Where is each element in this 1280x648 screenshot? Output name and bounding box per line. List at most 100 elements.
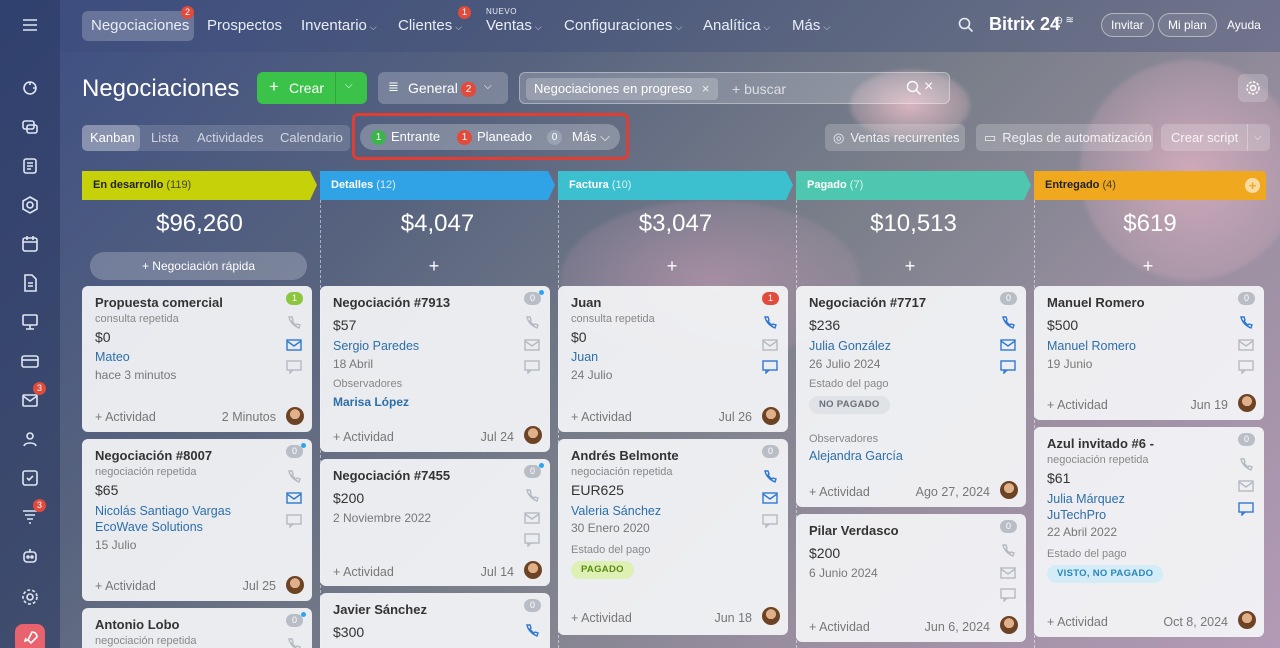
chat-icon[interactable] <box>762 360 778 375</box>
nav-ventas[interactable]: Ventas ⌵ <box>486 17 542 34</box>
deal-card[interactable]: Juan 1 consulta repetida $0 Juan 24 Juli… <box>558 286 788 432</box>
gear-icon[interactable] <box>18 585 42 609</box>
deal-card[interactable]: Javier Sánchez 0 $300 <box>320 593 550 648</box>
add-column-icon[interactable]: + <box>1245 178 1260 193</box>
add-activity-link[interactable]: + Actividad <box>333 430 394 444</box>
deal-title[interactable]: Juan <box>571 295 602 310</box>
add-deal-button[interactable]: + <box>904 256 916 276</box>
deal-title[interactable]: Azul invitado #6 - <box>1047 436 1154 451</box>
phone-icon[interactable] <box>1238 458 1254 472</box>
add-deal-button[interactable]: + <box>666 256 678 276</box>
deal-card[interactable]: Pilar Verdasco 0 $200 6 Junio 2024 + Act… <box>796 514 1026 642</box>
deal-title[interactable]: Pilar Verdasco <box>809 523 899 538</box>
mail-icon[interactable] <box>1238 479 1254 493</box>
search-bar[interactable]: Negociaciones en progreso × + buscar × <box>519 72 950 104</box>
nav-negociaciones[interactable]: Negociaciones <box>91 17 190 34</box>
counter-planeado[interactable]: Planeado <box>477 129 532 144</box>
phone-icon[interactable] <box>524 624 540 638</box>
nav-configuraciones[interactable]: Configuraciones ⌵ <box>564 17 683 34</box>
tab-calendario[interactable]: Calendario <box>280 130 343 145</box>
add-activity-link[interactable]: + Actividad <box>95 579 156 593</box>
phone-icon[interactable] <box>524 316 540 330</box>
deal-title[interactable]: Negociación #7913 <box>333 295 451 310</box>
clock-icon[interactable]: ◷ ≋ <box>1054 15 1074 26</box>
nav-clientes[interactable]: Clientes ⌵ <box>398 17 463 34</box>
search-icon[interactable] <box>906 80 922 101</box>
crm-icon[interactable] <box>18 193 42 217</box>
create-button[interactable]: + Crear ⌵ <box>257 72 367 104</box>
close-icon[interactable]: × <box>701 81 710 96</box>
chat-icon[interactable] <box>1000 588 1016 603</box>
phone-icon[interactable] <box>1238 316 1254 330</box>
phone-icon[interactable] <box>1000 544 1016 558</box>
phone-icon[interactable] <box>1000 316 1016 330</box>
funnel-icon[interactable]: 3 <box>18 499 46 529</box>
deal-card[interactable]: Propuesta comercial 1 consulta repetida … <box>82 286 312 432</box>
deal-card[interactable]: Azul invitado #6 - 0 negociación repetid… <box>1034 427 1264 637</box>
deal-title[interactable]: Propuesta comercial <box>95 295 223 310</box>
contact-link[interactable]: Juan <box>571 350 599 364</box>
chat-icon[interactable] <box>1000 360 1016 375</box>
avatar[interactable] <box>1238 394 1256 412</box>
deal-title[interactable]: Negociación #8007 <box>95 448 213 463</box>
my-plan-button[interactable]: Mi plan <box>1158 13 1217 37</box>
deal-title[interactable]: Manuel Romero <box>1047 295 1145 310</box>
tab-actividades[interactable]: Actividades <box>197 130 264 145</box>
invite-button[interactable]: Invitar <box>1101 13 1154 37</box>
close-icon[interactable]: × <box>924 78 934 95</box>
settings-button[interactable] <box>1238 74 1268 102</box>
phone-icon[interactable] <box>286 316 302 330</box>
avatar[interactable] <box>524 426 542 444</box>
phone-icon[interactable] <box>524 489 540 503</box>
nav-mas[interactable]: Más ⌵ <box>792 17 831 34</box>
phone-icon[interactable] <box>762 316 778 330</box>
avatar[interactable] <box>762 407 780 425</box>
mail-icon[interactable] <box>524 338 540 352</box>
chat-icon[interactable] <box>1238 360 1254 375</box>
chat-icon[interactable] <box>762 514 778 529</box>
deal-title[interactable]: Javier Sánchez <box>333 602 427 617</box>
phone-icon[interactable] <box>762 470 778 484</box>
deal-card[interactable]: Negociación #8007 0 negociación repetida… <box>82 439 312 601</box>
mail-icon[interactable] <box>286 338 302 352</box>
filter-tag[interactable]: Negociaciones en progreso × <box>526 78 718 100</box>
add-deal-button[interactable]: + <box>428 256 440 276</box>
documents-icon[interactable] <box>18 271 42 295</box>
avatar[interactable] <box>762 607 780 625</box>
filter-button[interactable]: ≣ General 2 ⌵ <box>378 72 508 104</box>
rocket-icon[interactable] <box>15 624 45 648</box>
contact-link[interactable]: Nicolás Santiago Vargas <box>95 504 231 518</box>
chat-icon[interactable] <box>286 360 302 375</box>
column-header-factura[interactable]: Factura (10) <box>569 179 632 191</box>
search-input[interactable]: + buscar <box>732 81 787 97</box>
feed-icon[interactable] <box>18 76 42 100</box>
contact-link[interactable]: Julia González <box>809 339 891 353</box>
column-header-detalles[interactable]: Detalles (12) <box>331 179 396 191</box>
company-link[interactable]: JuTechPro <box>1047 508 1107 522</box>
search-icon[interactable] <box>958 17 974 38</box>
mail-icon[interactable] <box>286 491 302 505</box>
recurring-sales-button[interactable]: ◎ Ventas recurrentes <box>825 124 965 151</box>
chevron-down-icon[interactable]: ⌵ <box>345 80 353 91</box>
tab-lista[interactable]: Lista <box>151 130 179 145</box>
chevron-down-icon[interactable]: ⌵ <box>1247 124 1262 151</box>
mail-icon[interactable] <box>1000 566 1016 580</box>
mail-icon[interactable] <box>762 338 778 352</box>
calendar-icon[interactable] <box>18 232 42 256</box>
deal-card[interactable]: Negociación #7455 0 $200 2 Noviembre 202… <box>320 459 550 586</box>
tab-kanban[interactable]: Kanban <box>90 130 135 145</box>
contact-link[interactable]: Manuel Romero <box>1047 339 1136 353</box>
deal-card[interactable]: Manuel Romero 0 $500 Manuel Romero 19 Ju… <box>1034 286 1264 420</box>
add-activity-link[interactable]: + Actividad <box>1047 615 1108 629</box>
contact-link[interactable]: Julia Márquez <box>1047 492 1125 506</box>
add-deal-button[interactable]: + <box>1142 256 1154 276</box>
contact-link[interactable]: Sergio Paredes <box>333 339 420 353</box>
avatar[interactable] <box>286 407 304 425</box>
quick-deal-button[interactable]: + Negociación rápida <box>90 252 307 280</box>
column-header-entregado[interactable]: Entregado (4) + <box>1034 171 1266 200</box>
chat-icon[interactable] <box>286 514 302 529</box>
avatar[interactable] <box>1000 616 1018 634</box>
automation-rules-button[interactable]: ▭ Reglas de automatización <box>976 124 1153 151</box>
add-activity-link[interactable]: + Actividad <box>333 565 394 579</box>
column-header-pagado[interactable]: Pagado (7) <box>807 179 864 191</box>
